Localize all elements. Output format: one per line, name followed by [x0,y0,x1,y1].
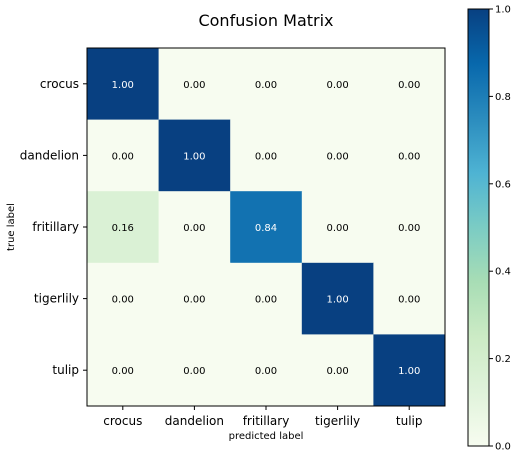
cell-value-tulip-tigerlily: 0.00 [326,366,348,377]
cell-value-tulip-dandelion: 0.00 [183,366,205,377]
colorbar-gradient [468,9,489,446]
cell-value-dandelion-fritillary: 0.00 [255,151,277,162]
cell-value-tigerlily-tulip: 0.00 [398,295,420,306]
y-tick-label-tigerlily: tigerlily [34,292,79,306]
y-tick-label-fritillary: fritillary [32,220,79,234]
colorbar-tick-label-4: 0.8 [495,92,511,103]
heatmap-cell-tigerlily-tulip [373,262,446,335]
heatmap-cells [87,48,446,407]
heatmap-cell-labels: 1.00 0.00 0.00 0.00 0.00 0.00 1.00 0.00 0.00 0.00… [112,80,421,377]
cell-value-tigerlily-dandelion: 0.00 [183,295,205,306]
y-tick-label-tulip: tulip [52,363,79,377]
colorbar-tick-label-0: 0.0 [495,442,511,453]
x-tick-label-tigerlily: tigerlily [315,414,360,428]
cell-value-tulip-tulip: 1.00 [398,366,420,377]
x-axis-label: predicted label [229,431,304,442]
cell-value-tulip-crocus: 0.00 [112,366,134,377]
heatmap-cell-dandelion-tigerlily [301,119,374,192]
cell-value-tigerlily-crocus: 0.00 [112,295,134,306]
heatmap-cell-tigerlily-fritillary [230,262,303,335]
x-axis-ticks: crocus dandelion fritillary tigerlily tulip [103,406,423,428]
heatmap-cell-crocus-tigerlily [301,48,374,121]
heatmap-cell-fritillary-dandelion [158,191,231,264]
heatmap-cell-tulip-dandelion [158,334,231,407]
heatmap-cell-crocus-tulip [373,48,446,121]
heatmap-cell-dandelion-fritillary [230,119,303,192]
heatmap-cell-tigerlily-tigerlily [301,262,374,335]
cell-value-crocus-crocus: 1.00 [112,80,134,91]
cell-value-fritillary-crocus: 0.16 [112,223,134,234]
heatmap-cell-fritillary-fritillary [230,191,303,264]
cell-value-dandelion-tulip: 0.00 [398,151,420,162]
heatmap-cell-dandelion-dandelion [158,119,231,192]
cell-value-crocus-dandelion: 0.00 [183,80,205,91]
heatmap-cell-tulip-crocus [87,334,160,407]
cell-value-fritillary-tulip: 0.00 [398,223,420,234]
cell-value-tigerlily-tigerlily: 1.00 [326,295,348,306]
cell-value-dandelion-crocus: 0.00 [112,151,134,162]
heatmap-cell-fritillary-tulip [373,191,446,264]
cell-value-fritillary-fritillary: 0.84 [255,223,277,234]
cell-value-tigerlily-fritillary: 0.00 [255,295,277,306]
y-axis-label: true label [6,203,17,251]
heatmap-cell-tigerlily-dandelion [158,262,231,335]
chart-title: Confusion Matrix [198,11,333,30]
cell-value-fritillary-dandelion: 0.00 [183,223,205,234]
cell-value-crocus-tigerlily: 0.00 [326,80,348,91]
y-tick-label-dandelion: dandelion [20,148,79,162]
colorbar-tick-label-5: 1.0 [495,5,511,16]
colorbar-ticks: 0.0 0.2 0.4 0.6 0.8 1.0 [489,5,511,453]
x-tick-label-dandelion: dandelion [165,414,224,428]
heatmap-cell-tulip-fritillary [230,334,303,407]
cell-value-tulip-fritillary: 0.00 [255,366,277,377]
x-tick-label-tulip: tulip [396,414,423,428]
x-tick-label-crocus: crocus [103,414,142,428]
heatmap-cell-tulip-tigerlily [301,334,374,407]
cell-value-dandelion-tigerlily: 0.00 [326,151,348,162]
cell-value-crocus-tulip: 0.00 [398,80,420,91]
x-tick-label-fritillary: fritillary [243,414,290,428]
heatmap-cell-tigerlily-crocus [87,262,160,335]
heatmap-cell-dandelion-tulip [373,119,446,192]
heatmap-cell-fritillary-tigerlily [301,191,374,264]
heatmap-cell-tulip-tulip [373,334,446,407]
colorbar-tick-label-3: 0.6 [495,179,511,190]
y-axis-ticks: crocus dandelion fritillary tigerlily tulip [20,77,87,377]
cell-value-fritillary-tigerlily: 0.00 [326,223,348,234]
y-tick-label-crocus: crocus [40,77,79,91]
cell-value-dandelion-dandelion: 1.00 [183,151,205,162]
heatmap-cell-dandelion-crocus [87,119,160,192]
heatmap-cell-crocus-fritillary [230,48,303,121]
heatmap-cell-crocus-dandelion [158,48,231,121]
cell-value-crocus-fritillary: 0.00 [255,80,277,91]
heatmap-cell-fritillary-crocus [87,191,160,264]
colorbar-tick-label-2: 0.4 [495,267,511,278]
colorbar-tick-label-1: 0.2 [495,354,511,365]
colorbar-frame [467,8,490,447]
heatmap-cell-crocus-crocus [87,48,160,121]
